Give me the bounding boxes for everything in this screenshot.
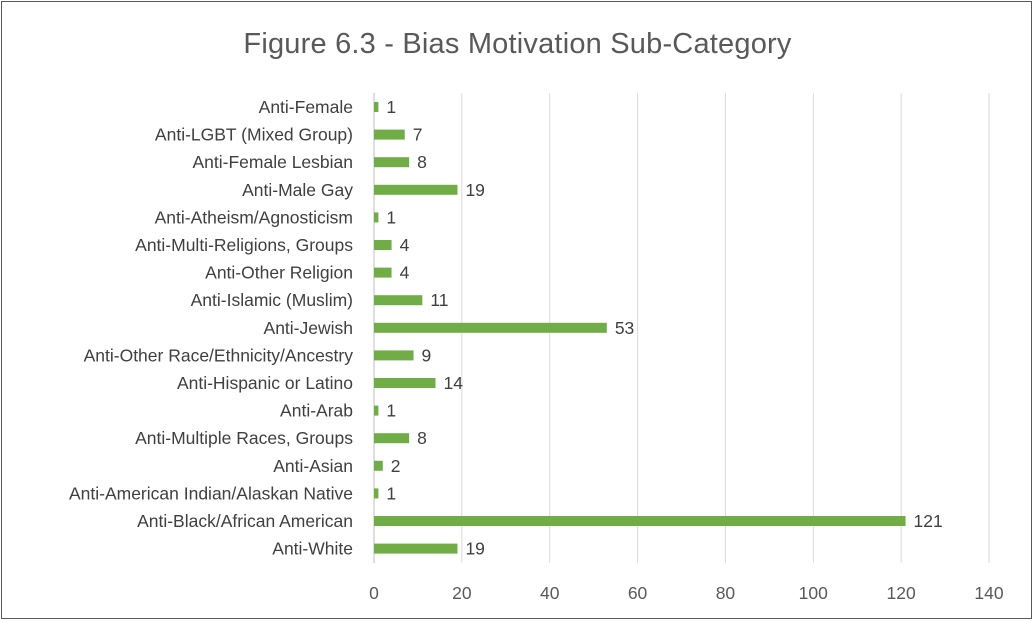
category-label: Anti-LGBT (Mixed Group)	[155, 125, 353, 145]
category-label: Anti-Other Race/Ethnicity/Ancestry	[84, 345, 354, 365]
data-label: 19	[465, 180, 484, 200]
category-label: Anti-Hispanic or Latino	[177, 373, 353, 393]
bar	[374, 295, 423, 306]
bar	[374, 460, 383, 471]
x-tick-label: 40	[540, 583, 560, 603]
data-label: 8	[417, 152, 427, 172]
category-label: Anti-Female	[259, 97, 353, 117]
data-label: 4	[400, 263, 410, 283]
bar	[374, 212, 379, 223]
data-label: 1	[386, 483, 396, 503]
bar	[374, 240, 392, 250]
bar	[374, 543, 458, 554]
data-label: 11	[430, 290, 448, 310]
category-label: Anti-Multi-Religions, Groups	[135, 235, 353, 255]
x-tick-label: 0	[369, 583, 379, 603]
data-label: 121	[914, 511, 943, 531]
bar	[374, 129, 405, 140]
data-label: 1	[386, 97, 396, 117]
bar	[374, 433, 410, 444]
category-label: Anti-Jewish	[264, 318, 353, 338]
bar	[374, 322, 607, 333]
x-tick-label: 120	[887, 583, 916, 603]
bar	[374, 378, 436, 388]
category-label: Anti-Atheism/Agnosticism	[155, 207, 353, 227]
data-label: 7	[413, 125, 423, 145]
x-tick-label: 60	[628, 583, 648, 603]
category-label: Anti-American Indian/Alaskan Native	[69, 483, 353, 503]
category-label: Anti-Arab	[280, 401, 353, 421]
category-label: Anti-Black/African American	[137, 511, 353, 531]
data-label: 1	[386, 207, 396, 227]
x-tick-label: 140	[974, 583, 1003, 603]
data-label: 14	[444, 373, 464, 393]
x-tick-label: 100	[799, 583, 828, 603]
bar	[374, 184, 458, 195]
category-label: Anti-Female Lesbian	[193, 152, 354, 172]
bar	[374, 516, 906, 526]
category-label: Anti-White	[272, 539, 353, 559]
bar	[374, 488, 379, 499]
data-label: 4	[400, 235, 410, 255]
category-label: Anti-Other Religion	[205, 263, 353, 283]
bar	[374, 350, 414, 361]
bar	[374, 267, 392, 278]
chart-title: Figure 6.3 - Bias Motivation Sub-Categor…	[243, 28, 792, 60]
data-label: 9	[422, 345, 432, 365]
bar	[374, 157, 410, 168]
x-tick-label: 20	[452, 583, 472, 603]
data-label: 8	[417, 428, 427, 448]
bar	[374, 405, 379, 416]
x-tick-label: 80	[716, 583, 736, 603]
data-label: 53	[615, 318, 634, 338]
data-label: 19	[465, 539, 484, 559]
category-label: Anti-Male Gay	[242, 180, 353, 200]
data-label: 1	[386, 401, 396, 421]
category-label: Anti-Multiple Races, Groups	[135, 428, 353, 448]
category-label: Anti-Asian	[273, 456, 353, 476]
category-label: Anti-Islamic (Muslim)	[191, 290, 353, 310]
bar	[374, 102, 379, 112]
data-label: 2	[391, 456, 401, 476]
